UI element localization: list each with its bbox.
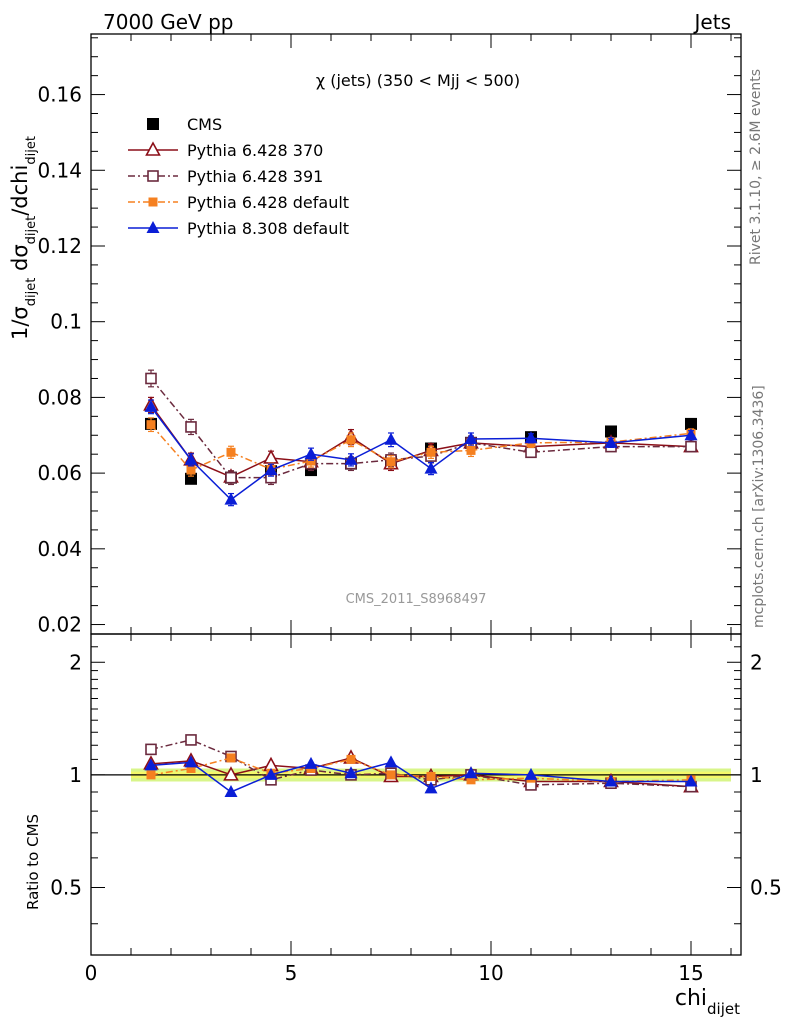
header-left: 7000 GeV pp — [103, 10, 234, 34]
series-pythia-6-428-default-ratio-point — [346, 754, 356, 764]
series-pythia-6-428-default-line — [150, 424, 692, 471]
series-pythia-8-308-default-ratio-line — [150, 761, 691, 793]
analysis-watermark: CMS_2011_S8968497 — [346, 592, 487, 607]
series-pythia-8-308-default-point — [464, 432, 478, 445]
series-cms-point — [685, 417, 697, 430]
series-pythia-8-308-default-ratio — [144, 755, 698, 797]
series-pythia-6-428-391-point — [185, 421, 197, 433]
series-pythia-6-428-default-point — [306, 456, 316, 466]
y-tick-label: 0.14 — [37, 158, 82, 182]
ratio-y-tick-label-right: 0.5 — [750, 875, 782, 899]
legend: CMS Pythia 6.428 370 Pythia 6.428 391 Pythi… — [128, 115, 349, 238]
ratio-y-axis-label: Ratio to CMS — [24, 814, 42, 910]
ratio-plot-area: 0 5 10 15 0.5 0.5 1 1 2 2 — [50, 633, 782, 985]
series-pythia-8-308-default-point — [224, 492, 238, 505]
series-pythia-6-428-default-ratio-point — [186, 764, 196, 774]
series-pythia-8-308-default-ratio-point — [144, 758, 158, 771]
series-pythia-8-308-default-line — [150, 406, 692, 501]
series-pythia-8-308-default-ratio-point — [424, 781, 438, 794]
ratio-y-tick-label: 2 — [69, 650, 82, 674]
x-axis-label: chidijet — [675, 986, 740, 1018]
series-pythia-8-308-default-point — [424, 461, 438, 474]
series-pythia-6-428-391-point — [145, 372, 157, 385]
x-tick-label: 15 — [678, 961, 703, 985]
ratio-y-tick-label: 1 — [69, 763, 82, 787]
series-pythia-6-428-default-ratio-point — [386, 770, 396, 780]
series-pythia-6-428-370-point — [263, 449, 279, 464]
ratio-y-tick-label: 0.5 — [50, 875, 82, 899]
legend-pythia-8-308-default-label: Pythia 8.308 default — [187, 219, 349, 238]
series-pythia-6-428-default-ratio-point — [466, 775, 476, 785]
legend-pythia-6-428-391-marker — [147, 170, 159, 182]
x-tick-label: 5 — [285, 961, 298, 985]
ratio-y-tick-label-right: 1 — [750, 763, 763, 787]
series-pythia-6-428-391-point — [525, 446, 537, 459]
y-tick-label: 0.12 — [37, 234, 82, 258]
series-pythia-8-308-default-ratio-point — [344, 766, 358, 779]
rivet-label: Rivet 3.1.10, ≥ 2.6M events — [748, 69, 764, 265]
series-pythia-8-308-default-point — [344, 452, 358, 465]
series-pythia-8-308-default-point — [144, 399, 158, 412]
series-pythia-6-428-default-point — [386, 457, 396, 467]
series-pythia-6-428-default-point — [186, 465, 196, 475]
series-pythia-6-428-default-point — [146, 420, 156, 430]
series-pythia-6-428-370-ratio-point — [223, 766, 239, 781]
series-pythia-6-428-391-point — [685, 440, 697, 453]
series-pythia-6-428-default-point — [426, 447, 436, 457]
series-pythia-6-428-default-ratio-point — [146, 770, 156, 780]
x-tick-label: 10 — [478, 961, 503, 985]
series-pythia-8-308-default-ratio-point — [684, 774, 698, 787]
series-pythia-8-308-default-ratio-point — [524, 767, 538, 780]
series-pythia-8-308-default-main — [144, 399, 698, 507]
series-pythia-6-428-391-point — [225, 471, 237, 484]
series-pythia-8-308-default-ratio-point — [604, 774, 618, 787]
series-pythia-8-308-default-point — [684, 428, 698, 441]
series-pythia-8-308-default-ratio-point — [264, 767, 278, 780]
legend-pythia-6-428-370-label: Pythia 6.428 370 — [187, 141, 323, 160]
chart-title: χ (jets) (350 < Mjj < 500) — [316, 71, 520, 90]
y-tick-label: 0.08 — [37, 385, 82, 409]
series-pythia-6-428-391-ratio-point — [185, 734, 197, 746]
y-axis-label: 1/σdijet dσdijet/dchidijet — [8, 136, 39, 340]
series-pythia-8-308-default-ratio-point — [184, 755, 198, 768]
ratio-frame-border — [90, 633, 742, 956]
series-pythia-6-428-default-point — [466, 445, 476, 455]
mcplots-label: mcplots.cern.ch [arXiv:1306.3436] — [751, 385, 767, 628]
series-pythia-6-428-default-ratio-point — [426, 772, 436, 782]
series-pythia-8-308-default-ratio-point — [224, 784, 238, 797]
legend-cms-marker — [147, 118, 159, 130]
y-tick-label: 0.16 — [37, 83, 82, 107]
series-pythia-8-308-default-point — [524, 431, 538, 444]
series-pythia-8-308-default-point — [604, 435, 618, 448]
series-pythia-6-428-default-point — [346, 435, 356, 445]
series-pythia-6-428-default-point — [226, 447, 236, 457]
series-pythia-8-308-default-point — [304, 447, 318, 460]
y-tick-label: 0.06 — [37, 461, 82, 485]
series-pythia-8-308-default-ratio-point — [384, 755, 398, 768]
series-pythia-8-308-default-point — [384, 432, 398, 445]
legend-pythia-6-428-370-marker — [145, 141, 161, 156]
y-tick-label: 0.02 — [37, 613, 82, 637]
legend-cms-label: CMS — [187, 115, 222, 134]
legend-pythia-6-428-391-label: Pythia 6.428 391 — [187, 167, 323, 186]
series-pythia-6-428-391-ratio-point — [145, 743, 157, 756]
series-pythia-6-428-391-ratio-line — [150, 739, 692, 788]
x-tick-label: 0 — [85, 961, 98, 985]
header-right: Jets — [693, 10, 731, 34]
legend-pythia-6-428-default-marker — [148, 197, 158, 207]
legend-pythia-8-308-default-marker — [146, 221, 160, 233]
series-pythia-8-308-default-point — [184, 452, 198, 465]
series-pythia-8-308-default-ratio-point — [304, 756, 318, 769]
series-pythia-6-428-default-ratio-point — [226, 753, 236, 763]
y-tick-label: 0.1 — [50, 310, 82, 334]
main-plot-area: 0.02 0.04 0.06 0.08 0.1 0.12 0.14 0.16 — [37, 33, 742, 637]
series-cms-point — [605, 425, 617, 438]
ratio-y-tick-label-right: 2 — [750, 650, 763, 674]
series-pythia-8-308-default-ratio-point — [464, 766, 478, 779]
y-tick-label: 0.04 — [37, 537, 82, 561]
legend-pythia-6-428-default-label: Pythia 6.428 default — [187, 193, 349, 212]
series-pythia-6-428-391-line — [150, 378, 691, 479]
series-pythia-8-308-default-point — [264, 463, 278, 476]
